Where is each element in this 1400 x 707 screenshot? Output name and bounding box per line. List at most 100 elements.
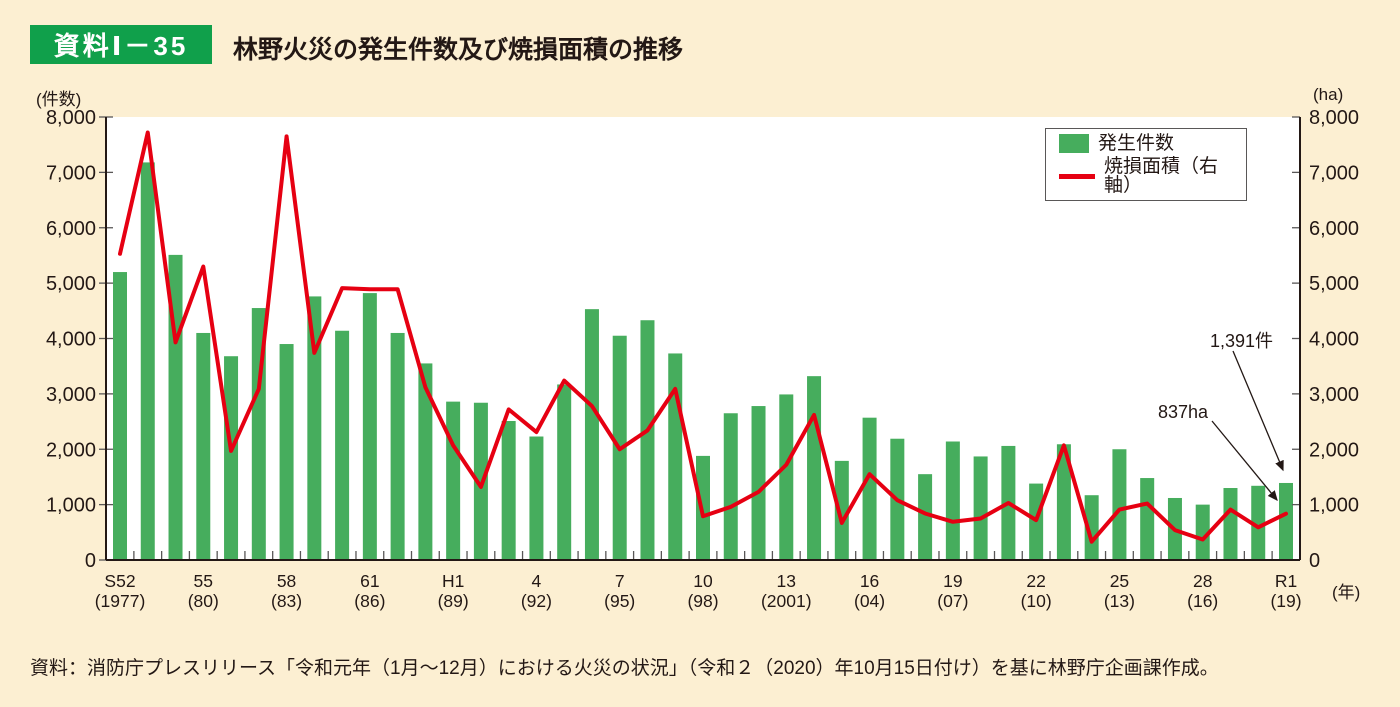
x-label-era-25: 25 [1110, 571, 1129, 591]
legend-line-swatch-icon [1059, 173, 1095, 179]
x-label-year-61: (86) [354, 591, 385, 611]
figure-title: 林野火災の発生件数及び焼損面積の推移 [233, 36, 684, 64]
bar-2001 [779, 394, 794, 560]
bar-2013 [1112, 449, 1127, 560]
bar-2011 [1056, 444, 1071, 560]
y-label-right-0: 0 [1309, 550, 1320, 572]
x-label-year-19: (07) [937, 591, 968, 611]
bar-2014 [1140, 478, 1155, 560]
legend-bar-swatch-icon [1059, 133, 1089, 153]
x-label-era-13: 13 [777, 571, 796, 591]
figure-number-badge: 資料Ⅰ－35 [30, 25, 212, 64]
bar-2019 [1279, 482, 1293, 560]
x-label-era-10: 10 [693, 571, 713, 591]
bar-1983 [279, 344, 294, 560]
y-label-left-1,000: 1,000 [46, 495, 96, 517]
x-label-year-10: (98) [687, 591, 718, 611]
bar-2004 [862, 417, 877, 560]
y-label-right-8,000: 8,000 [1309, 107, 1359, 129]
annotation-arrow-count [1232, 350, 1284, 472]
bar-1992 [529, 436, 544, 560]
legend: 発生件数 焼損面積（右軸） [1045, 128, 1247, 201]
y-label-right-1,000: 1,000 [1309, 495, 1359, 517]
x-label-era-19: 19 [943, 571, 962, 591]
x-label-era-7: 7 [615, 571, 625, 591]
y-label-left-0: 0 [85, 550, 96, 572]
bar-2008 [973, 456, 988, 560]
x-label-year-S52: (1977) [95, 591, 146, 611]
y-label-right-2,000: 2,000 [1309, 439, 1359, 461]
x-axis-unit-label: (年) [1332, 583, 1361, 602]
source-note: 資料：消防庁プレスリリース「令和元年（1月～12月）における火災の状況」（令和２… [30, 658, 1219, 679]
x-label-era-H1: H1 [442, 571, 464, 591]
x-label-year-22: (10) [1021, 591, 1052, 611]
bar-1997 [668, 353, 683, 560]
y-label-right-3,000: 3,000 [1309, 384, 1359, 406]
bar-2016 [1195, 504, 1210, 560]
x-label-year-H1: (89) [438, 591, 469, 611]
x-label-era-55: 55 [194, 571, 213, 591]
y-label-left-7,000: 7,000 [46, 162, 96, 184]
bar-2018 [1251, 485, 1266, 560]
x-label-year-R1: (19) [1270, 591, 1301, 611]
bar-1996 [640, 320, 655, 560]
burned-area-line [118, 130, 1288, 544]
bar-1987 [390, 332, 405, 560]
x-label-era-4: 4 [532, 571, 542, 591]
legend-item-burned-area: 焼損面積（右軸） [1059, 157, 1246, 195]
right-axis-unit-label: (ha) [1313, 85, 1344, 104]
bar-1989 [446, 401, 461, 560]
y-label-right-7,000: 7,000 [1309, 162, 1359, 184]
x-label-year-16: (04) [854, 591, 885, 611]
x-label-era-R1: R1 [1275, 571, 1297, 591]
x-label-year-55: (80) [188, 591, 219, 611]
x-label-era-S52: S52 [104, 571, 135, 591]
legend-bar-label: 発生件数 [1098, 132, 1175, 154]
legend-line-label: 焼損面積（右軸） [1104, 156, 1219, 197]
bar-1999 [723, 413, 738, 560]
left-axis-unit-label: (件数) [36, 90, 82, 109]
y-label-left-6,000: 6,000 [46, 218, 96, 240]
bar-1985 [335, 330, 350, 560]
x-label-era-61: 61 [360, 571, 379, 591]
x-label-year-25: (13) [1104, 591, 1135, 611]
y-label-right-4,000: 4,000 [1309, 329, 1359, 351]
y-label-left-4,000: 4,000 [46, 329, 96, 351]
x-label-year-28: (16) [1187, 591, 1218, 611]
bar-1980 [196, 332, 211, 560]
y-label-left-8,000: 8,000 [46, 107, 96, 129]
legend-item-fires: 発生件数 [1059, 132, 1246, 154]
y-label-left-2,000: 2,000 [46, 439, 96, 461]
bar-1988 [418, 363, 433, 560]
bar-1993 [557, 384, 572, 560]
bar-2000 [751, 406, 766, 560]
x-label-year-7: (95) [604, 591, 635, 611]
x-label-year-13: (2001) [761, 591, 812, 611]
x-label-era-28: 28 [1193, 571, 1212, 591]
bar-1984 [307, 296, 322, 560]
y-label-right-5,000: 5,000 [1309, 273, 1359, 295]
bar-1991 [501, 421, 516, 560]
annotation-fire-count: 1,391件 [1209, 331, 1273, 351]
bar-1986 [362, 293, 377, 560]
x-label-year-4: (92) [521, 591, 552, 611]
annotation-arrow-area [1211, 420, 1278, 502]
bar-1978 [140, 162, 155, 560]
y-label-right-6,000: 6,000 [1309, 218, 1359, 240]
bar-2017 [1223, 488, 1238, 560]
bar-1981 [224, 356, 239, 560]
bar-1977 [113, 272, 127, 560]
bar-2006 [918, 474, 933, 560]
annotation-burned-area: 837ha [1157, 402, 1208, 422]
x-label-era-16: 16 [860, 571, 879, 591]
x-label-era-22: 22 [1026, 571, 1045, 591]
y-label-left-3,000: 3,000 [46, 384, 96, 406]
y-label-left-5,000: 5,000 [46, 273, 96, 295]
x-label-year-58: (83) [271, 591, 302, 611]
bar-1994 [584, 309, 599, 560]
bar-2007 [945, 441, 960, 560]
bar-2003 [834, 460, 849, 560]
bar-2012 [1084, 495, 1099, 560]
